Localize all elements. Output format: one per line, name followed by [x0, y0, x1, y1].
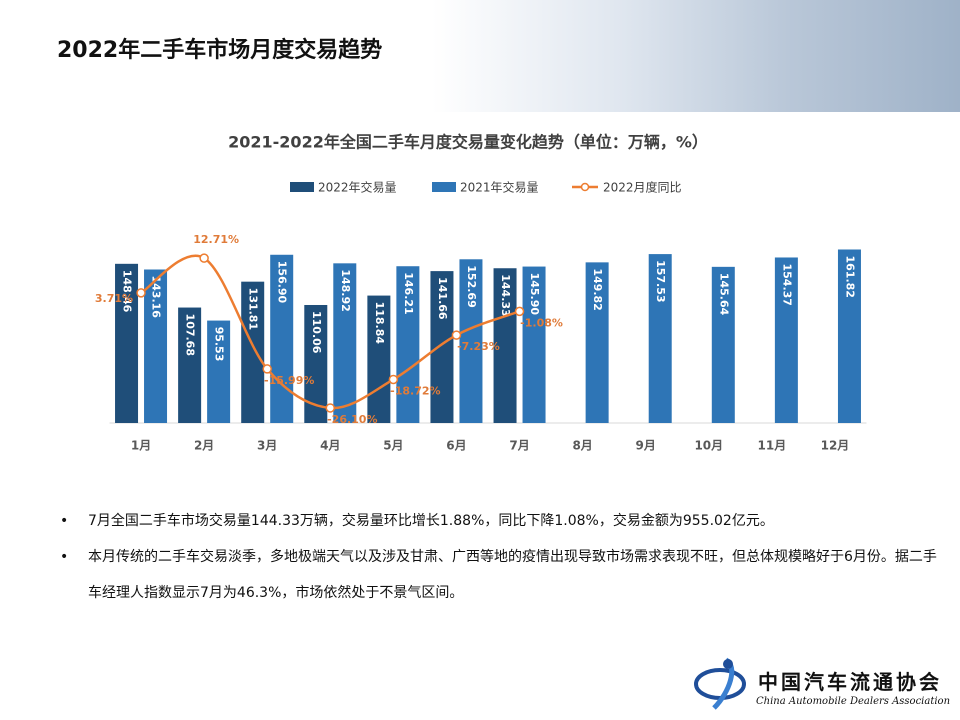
line-marker	[262, 364, 272, 374]
bar	[585, 262, 609, 423]
logo: 中国汽车流通协会 China Automobile Dealers Associ…	[690, 652, 955, 714]
bar-value-label: 152.69	[465, 265, 478, 307]
x-tick-label: 4月	[320, 439, 340, 453]
bar-value-label: 144.33	[499, 274, 512, 316]
bar	[774, 257, 798, 423]
chart: 2021-2022年全国二手车月度交易量变化趋势（单位：万辆，%） 2022年交…	[95, 133, 867, 453]
bar-value-label: 156.90	[276, 261, 289, 304]
bar-value-label: 148.92	[339, 269, 352, 311]
bar-value-label: 157.53	[654, 260, 667, 302]
chart-title: 2021-2022年全国二手车月度交易量变化趋势（单位：万辆，%）	[228, 133, 708, 152]
bar	[270, 254, 294, 423]
legend-marker	[580, 182, 590, 192]
bar-value-label: 143.16	[150, 276, 163, 319]
logo-english: China Automobile Dealers Association	[756, 696, 951, 707]
legend-label: 2021年交易量	[460, 180, 539, 195]
bar	[241, 281, 265, 423]
bar	[304, 304, 328, 423]
x-tick-label: 7月	[509, 439, 529, 453]
bar-value-label: 131.81	[247, 288, 260, 330]
line-marker	[388, 374, 399, 385]
x-tick-label: 10月	[694, 439, 723, 453]
bar	[430, 271, 454, 423]
legend-swatch	[432, 182, 456, 192]
bullet-list: 7月全国二手车市场交易量144.33万辆，交易量环比增长1.88%，同比下降1.…	[60, 503, 940, 611]
bar	[207, 320, 231, 423]
line-value-label: -18.72%	[390, 384, 440, 397]
bar-value-label: 95.53	[213, 327, 226, 362]
bar	[648, 254, 672, 423]
x-tick-label: 5月	[383, 439, 403, 453]
bar-value-label: 149.82	[591, 268, 604, 310]
line-marker	[199, 253, 209, 263]
slide-title: 2022年二手车市场月度交易趋势	[57, 38, 383, 63]
bar-value-label: 141.66	[436, 277, 449, 320]
x-tick-label: 6月	[446, 439, 466, 453]
line-marker	[514, 306, 525, 317]
bar-value-label: 118.84	[373, 302, 386, 345]
bar	[837, 249, 861, 423]
bullet: 本月传统的二手车交易淡季，多地极端天气以及涉及甘肃、广西等地的疫情出现导致市场需…	[60, 539, 940, 611]
legend-label: 2022年交易量	[318, 180, 397, 195]
line-value-label: 3.71%	[95, 292, 133, 305]
line-value-label: -26.10%	[327, 413, 377, 426]
bar-value-label: 154.37	[780, 263, 793, 305]
bar	[396, 266, 420, 423]
logo-name: 中国汽车流通协会	[758, 670, 942, 694]
line-value-label: -15.99%	[264, 374, 314, 387]
bar-value-label: 146.21	[402, 272, 415, 314]
bar	[711, 266, 735, 423]
bar	[115, 263, 139, 423]
x-tick-label: 1月	[131, 439, 151, 453]
legend-swatch	[290, 182, 314, 192]
line-marker	[325, 403, 336, 413]
x-tick-label: 9月	[636, 439, 656, 453]
x-tick-label: 11月	[758, 439, 787, 453]
x-tick-label: 8月	[572, 439, 592, 453]
bar-value-label: 148.46	[121, 270, 134, 313]
line-value-label: -7.23%	[457, 340, 500, 353]
bar	[333, 263, 357, 423]
bar	[178, 307, 202, 423]
bar-value-label: 145.64	[717, 273, 730, 316]
bar-value-label: 145.90	[528, 273, 541, 316]
bar-value-label: 107.68	[184, 314, 197, 356]
line-marker	[136, 288, 146, 298]
bar	[493, 268, 517, 423]
header: 2022年二手车市场月度交易趋势	[0, 0, 960, 112]
logo-icon	[694, 657, 746, 710]
bar-value-label: 110.06	[310, 311, 323, 354]
bar	[522, 266, 546, 423]
line-marker	[451, 330, 462, 340]
bar-value-label: 161.82	[843, 255, 856, 297]
x-tick-label: 2月	[194, 439, 214, 453]
x-tick-label: 12月	[821, 439, 850, 453]
line-value-label: 12.71%	[193, 233, 239, 246]
bullet: 7月全国二手车市场交易量144.33万辆，交易量环比增长1.88%，同比下降1.…	[60, 503, 940, 539]
x-tick-label: 3月	[257, 439, 277, 453]
bar	[144, 269, 168, 423]
line-value-label: -1.08%	[520, 316, 563, 329]
legend-label: 2022月度同比	[603, 180, 682, 195]
bar	[459, 259, 483, 423]
